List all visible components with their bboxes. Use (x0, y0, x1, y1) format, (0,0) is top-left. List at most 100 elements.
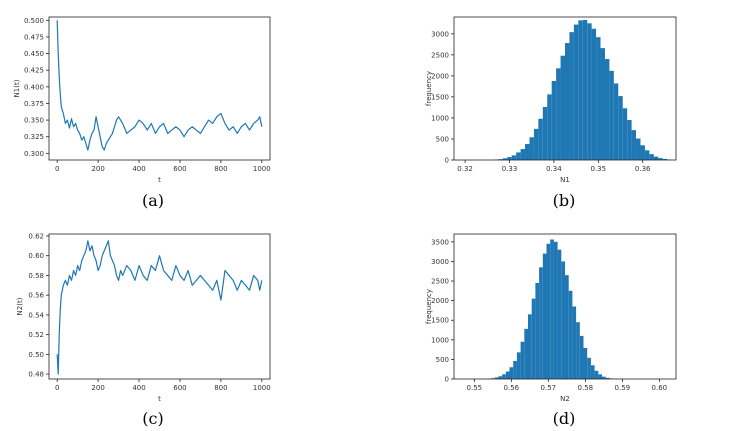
histogram-bar (498, 376, 503, 379)
histogram-bar (550, 239, 554, 379)
y-tick-label: 3500 (431, 238, 449, 246)
panel-c-line-chart: 0 200 400 600 800 1000 0.48 0.50 0.52 0.54 0.56 0.5… (16, 232, 271, 428)
x-tick-label: 1000 (253, 165, 271, 173)
x-tick-label: 600 (173, 384, 186, 392)
x-tick-label: 0.32 (457, 165, 473, 173)
histogram-bar (640, 145, 645, 160)
histogram-bar (502, 374, 506, 379)
y-tick-label: 0.300 (24, 150, 44, 158)
y-tick-label: 2000 (431, 297, 449, 305)
histogram-bar (596, 37, 601, 160)
x-tick-label: 0 (55, 384, 59, 392)
histogram-bar (609, 70, 614, 160)
histogram-bar (553, 241, 558, 379)
axes-frame (48, 16, 271, 161)
x-tick-label: 200 (91, 384, 104, 392)
histogram-bar (583, 348, 588, 379)
y-tick-label: 2500 (431, 278, 449, 286)
series-line-0 (56, 240, 263, 375)
histogram-bar (542, 107, 548, 160)
x-tick-label: 0.60 (652, 384, 668, 392)
x-tick-label: 800 (214, 165, 227, 173)
histogram-bar (662, 158, 668, 160)
x-tick-label: 200 (91, 165, 104, 173)
y-axis-label: N1(t) (13, 79, 21, 97)
x-tick-label: 0.59 (615, 384, 631, 392)
x-tick-label: 0 (55, 165, 59, 173)
y-tick-label: 0.62 (28, 232, 44, 240)
histogram-bar (513, 360, 517, 379)
histogram-bar (568, 290, 573, 379)
panel-caption: (a) (142, 191, 164, 210)
histogram-bar (561, 261, 565, 379)
histogram-bar (644, 150, 650, 160)
histogram-bar (546, 243, 551, 379)
histogram-bar (539, 267, 543, 379)
y-tick-label: 0.500 (24, 17, 44, 25)
y-tick-label: 0.54 (28, 311, 44, 319)
histogram-bar (560, 55, 565, 160)
histogram-bar (576, 322, 580, 379)
x-axis-label: N1 (560, 176, 570, 184)
histogram-bar (582, 19, 588, 160)
y-tick-label: 0.475 (24, 33, 44, 41)
y-tick-label: 0.350 (24, 117, 44, 125)
histogram-bar (525, 144, 530, 160)
histogram-bar (531, 298, 536, 379)
y-tick-label: 0.48 (28, 371, 44, 379)
histogram-bar (556, 68, 561, 160)
y-tick-label: 0.325 (24, 133, 44, 141)
histogram-bar (565, 275, 569, 379)
x-tick-label: 400 (132, 384, 145, 392)
histogram-bar (547, 94, 552, 160)
y-tick-label: 0.52 (28, 331, 44, 339)
panel-d-histogram: 0.55 0.56 0.57 0.58 0.59 0.60 0 500 1000 1500 2000… (425, 233, 677, 428)
panel-b-histogram: 0.32 0.33 0.34 0.35 0.36 0 500 1000 1500 2000 2500… (425, 16, 677, 210)
histogram-bar (507, 157, 512, 160)
histogram-bar (524, 328, 528, 379)
y-tick-label: 0 (445, 157, 449, 165)
panel-a-line-chart: 0 200 400 600 800 1000 0.300 0.325 0.350 0.375 0.4… (13, 16, 271, 210)
x-tick-label: 0.55 (467, 384, 483, 392)
y-tick-label: 0.60 (28, 252, 44, 260)
histogram-bar (505, 371, 510, 379)
y-tick-label: 2000 (431, 72, 449, 80)
panel-caption: (d) (553, 409, 576, 428)
y-axis-label: frequency (425, 289, 433, 324)
y-axis-label: N2(t) (16, 297, 24, 315)
histogram-bar (542, 253, 547, 379)
y-tick-label: 3000 (431, 258, 449, 266)
x-tick-label: 600 (173, 165, 186, 173)
histogram-bar (587, 357, 591, 379)
histogram-bar (604, 59, 610, 161)
panel-caption: (b) (553, 191, 576, 210)
x-axis-label: t (158, 176, 161, 184)
y-tick-label: 0.450 (24, 50, 44, 58)
histogram-bar (590, 365, 595, 379)
histogram-bar (529, 137, 534, 160)
histogram-bar (538, 118, 543, 160)
histogram-bar (533, 128, 539, 160)
y-tick-label: 0.58 (28, 272, 44, 280)
x-tick-label: 400 (132, 165, 145, 173)
histogram-bar (627, 120, 632, 160)
panel-caption: (c) (142, 409, 163, 428)
histogram-bar (516, 152, 521, 160)
histogram-bar (520, 341, 525, 379)
histogram-bar (528, 314, 532, 379)
x-tick-label: 0.58 (578, 384, 594, 392)
series-line-0 (56, 20, 263, 151)
axes-frame (48, 233, 271, 380)
histogram-bar (602, 376, 606, 379)
histogram-bar (636, 138, 641, 160)
y-tick-label: 1500 (431, 317, 449, 325)
y-tick-label: 1000 (431, 114, 449, 122)
histogram-bar (573, 24, 579, 160)
x-tick-label: 0.35 (591, 165, 607, 173)
x-tick-label: 1000 (253, 384, 271, 392)
y-tick-label: 0.425 (24, 67, 44, 75)
histogram-bar (579, 335, 584, 379)
histogram-bar (494, 377, 499, 379)
histogram-bar (653, 156, 659, 160)
